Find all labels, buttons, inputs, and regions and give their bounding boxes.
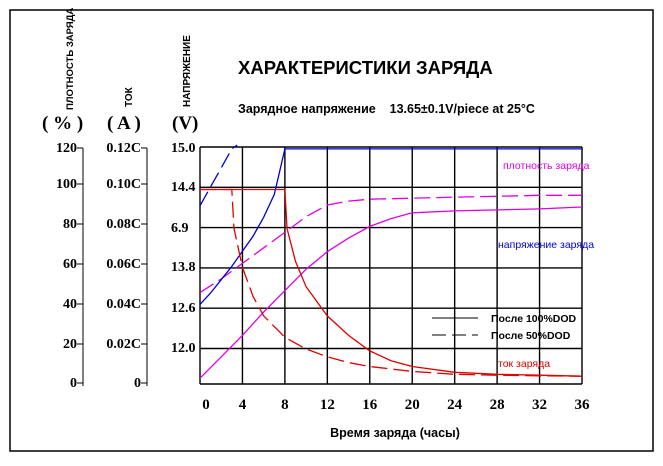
x-tick-label: 24 bbox=[447, 397, 463, 413]
x-tick-label: 0 bbox=[202, 397, 210, 413]
voltage-tick-label: 12.0 bbox=[171, 341, 196, 356]
current-tick-label: 0.06C bbox=[106, 257, 141, 272]
chart-subtitle: Зарядное напряжение 13.65±0.1V/piece at … bbox=[238, 102, 535, 116]
current-axis-header: ТОК bbox=[124, 86, 135, 107]
x-tick-label: 8 bbox=[281, 397, 289, 413]
x-tick-label: 32 bbox=[532, 397, 547, 413]
series-annotation: ток заряда bbox=[498, 358, 550, 370]
series-line-voltage-dod100 bbox=[199, 148, 582, 305]
x-axis-label: Время заряда (часы) bbox=[330, 426, 460, 440]
series-line-density-dod50 bbox=[199, 194, 582, 294]
density-tick-label: 80 bbox=[63, 217, 77, 232]
x-tick-label: 28 bbox=[490, 397, 505, 413]
chart-title: ХАРАКТЕРИСТИКИ ЗАРЯДА bbox=[238, 57, 493, 78]
density-axis-header: ПЛОТНОСТЬ ЗАРЯДА bbox=[65, 8, 76, 110]
density-tick-label: 120 bbox=[56, 141, 77, 156]
voltage-tick-label: 6.9 bbox=[171, 221, 189, 236]
voltage-axis-unit: (V) bbox=[172, 113, 198, 134]
plot-area: 0 4 8 12 16 20 24 28 32 36 120 100 80 60 40 20 0 0.12C 0.1… bbox=[56, 141, 594, 413]
density-axis-unit: ( % ) bbox=[42, 113, 83, 134]
current-tick-label: 0 bbox=[134, 376, 141, 391]
series-line-voltage-dod50 bbox=[199, 144, 238, 207]
current-axis-unit: ( A ) bbox=[107, 113, 141, 134]
x-tick-label: 4 bbox=[239, 397, 247, 413]
voltage-tick-label: 15.0 bbox=[171, 141, 196, 156]
x-tick-label: 36 bbox=[575, 397, 591, 413]
voltage-tick-label: 14.4 bbox=[171, 180, 196, 195]
series-annotation: плотность заряда bbox=[503, 160, 590, 172]
outer-border bbox=[9, 9, 654, 452]
voltage-tick-label: 13.8 bbox=[171, 260, 196, 275]
density-tick-label: 60 bbox=[63, 257, 77, 272]
current-tick-label: 0.02C bbox=[106, 337, 141, 352]
current-tick-label: 0.12C bbox=[106, 141, 141, 156]
density-tick-label: 100 bbox=[56, 177, 77, 192]
series-line-current-dod50 bbox=[200, 188, 583, 377]
voltage-axis-header: НАПРЯЖЕНИЕ bbox=[182, 35, 193, 107]
x-tick-label: 20 bbox=[405, 397, 420, 413]
density-tick-label: 40 bbox=[63, 297, 77, 312]
series-line-density-dod100 bbox=[199, 206, 583, 379]
current-tick-label: 0.08C bbox=[106, 217, 141, 232]
legend-label: После 50%DOD bbox=[491, 330, 571, 342]
density-tick-label: 0 bbox=[70, 376, 77, 391]
voltage-tick-label: 12.6 bbox=[171, 301, 196, 316]
x-tick-label: 16 bbox=[362, 397, 378, 413]
current-tick-label: 0.04C bbox=[106, 297, 141, 312]
density-tick-label: 20 bbox=[63, 337, 77, 352]
current-tick-label: 0.10C bbox=[106, 177, 141, 192]
x-tick-label: 12 bbox=[320, 397, 335, 413]
series-line-current-dod100 bbox=[200, 188, 583, 377]
legend-label: После 100%DOD bbox=[491, 313, 577, 325]
series-annotation: напряжение заряда bbox=[498, 239, 594, 251]
